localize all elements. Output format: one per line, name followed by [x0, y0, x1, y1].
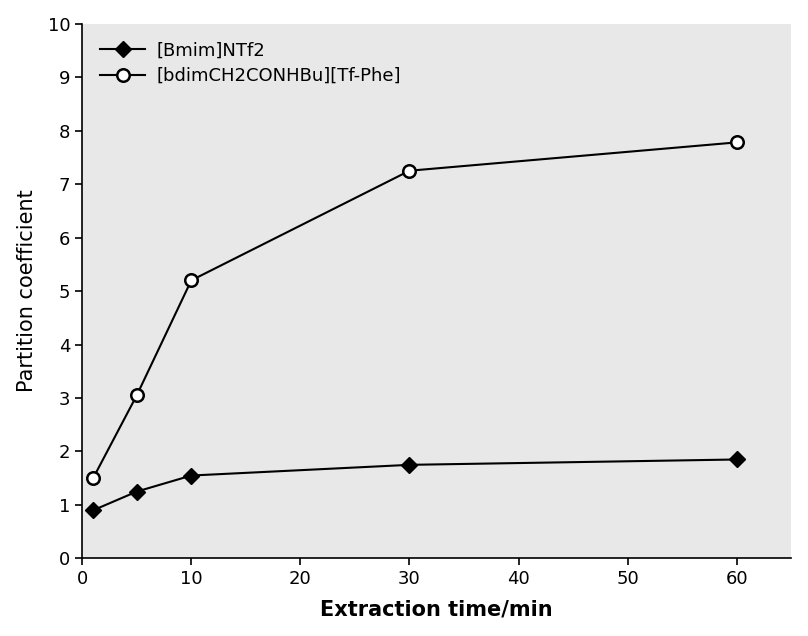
[Bmim]NTf2 [88, 506, 98, 514]
[bdimCH2CONHBu][Tf-Phe] [88, 474, 98, 482]
[bdimCH2CONHBu][Tf-Phe] [187, 277, 196, 284]
Line: [bdimCH2CONHBu][Tf-Phe]: [bdimCH2CONHBu][Tf-Phe] [87, 136, 743, 485]
X-axis label: Extraction time/min: Extraction time/min [321, 599, 553, 619]
[bdimCH2CONHBu][Tf-Phe] [732, 139, 742, 146]
[bdimCH2CONHBu][Tf-Phe] [405, 167, 415, 174]
Line: [Bmim]NTf2: [Bmim]NTf2 [87, 454, 743, 516]
[bdimCH2CONHBu][Tf-Phe] [132, 392, 141, 399]
[Bmim]NTf2 [187, 472, 196, 480]
Legend: [Bmim]NTf2, [bdimCH2CONHBu][Tf-Phe]: [Bmim]NTf2, [bdimCH2CONHBu][Tf-Phe] [91, 32, 410, 94]
[Bmim]NTf2 [732, 455, 742, 463]
[Bmim]NTf2 [405, 461, 415, 469]
Y-axis label: Partition coefficient: Partition coefficient [17, 190, 36, 392]
[Bmim]NTf2 [132, 488, 141, 495]
